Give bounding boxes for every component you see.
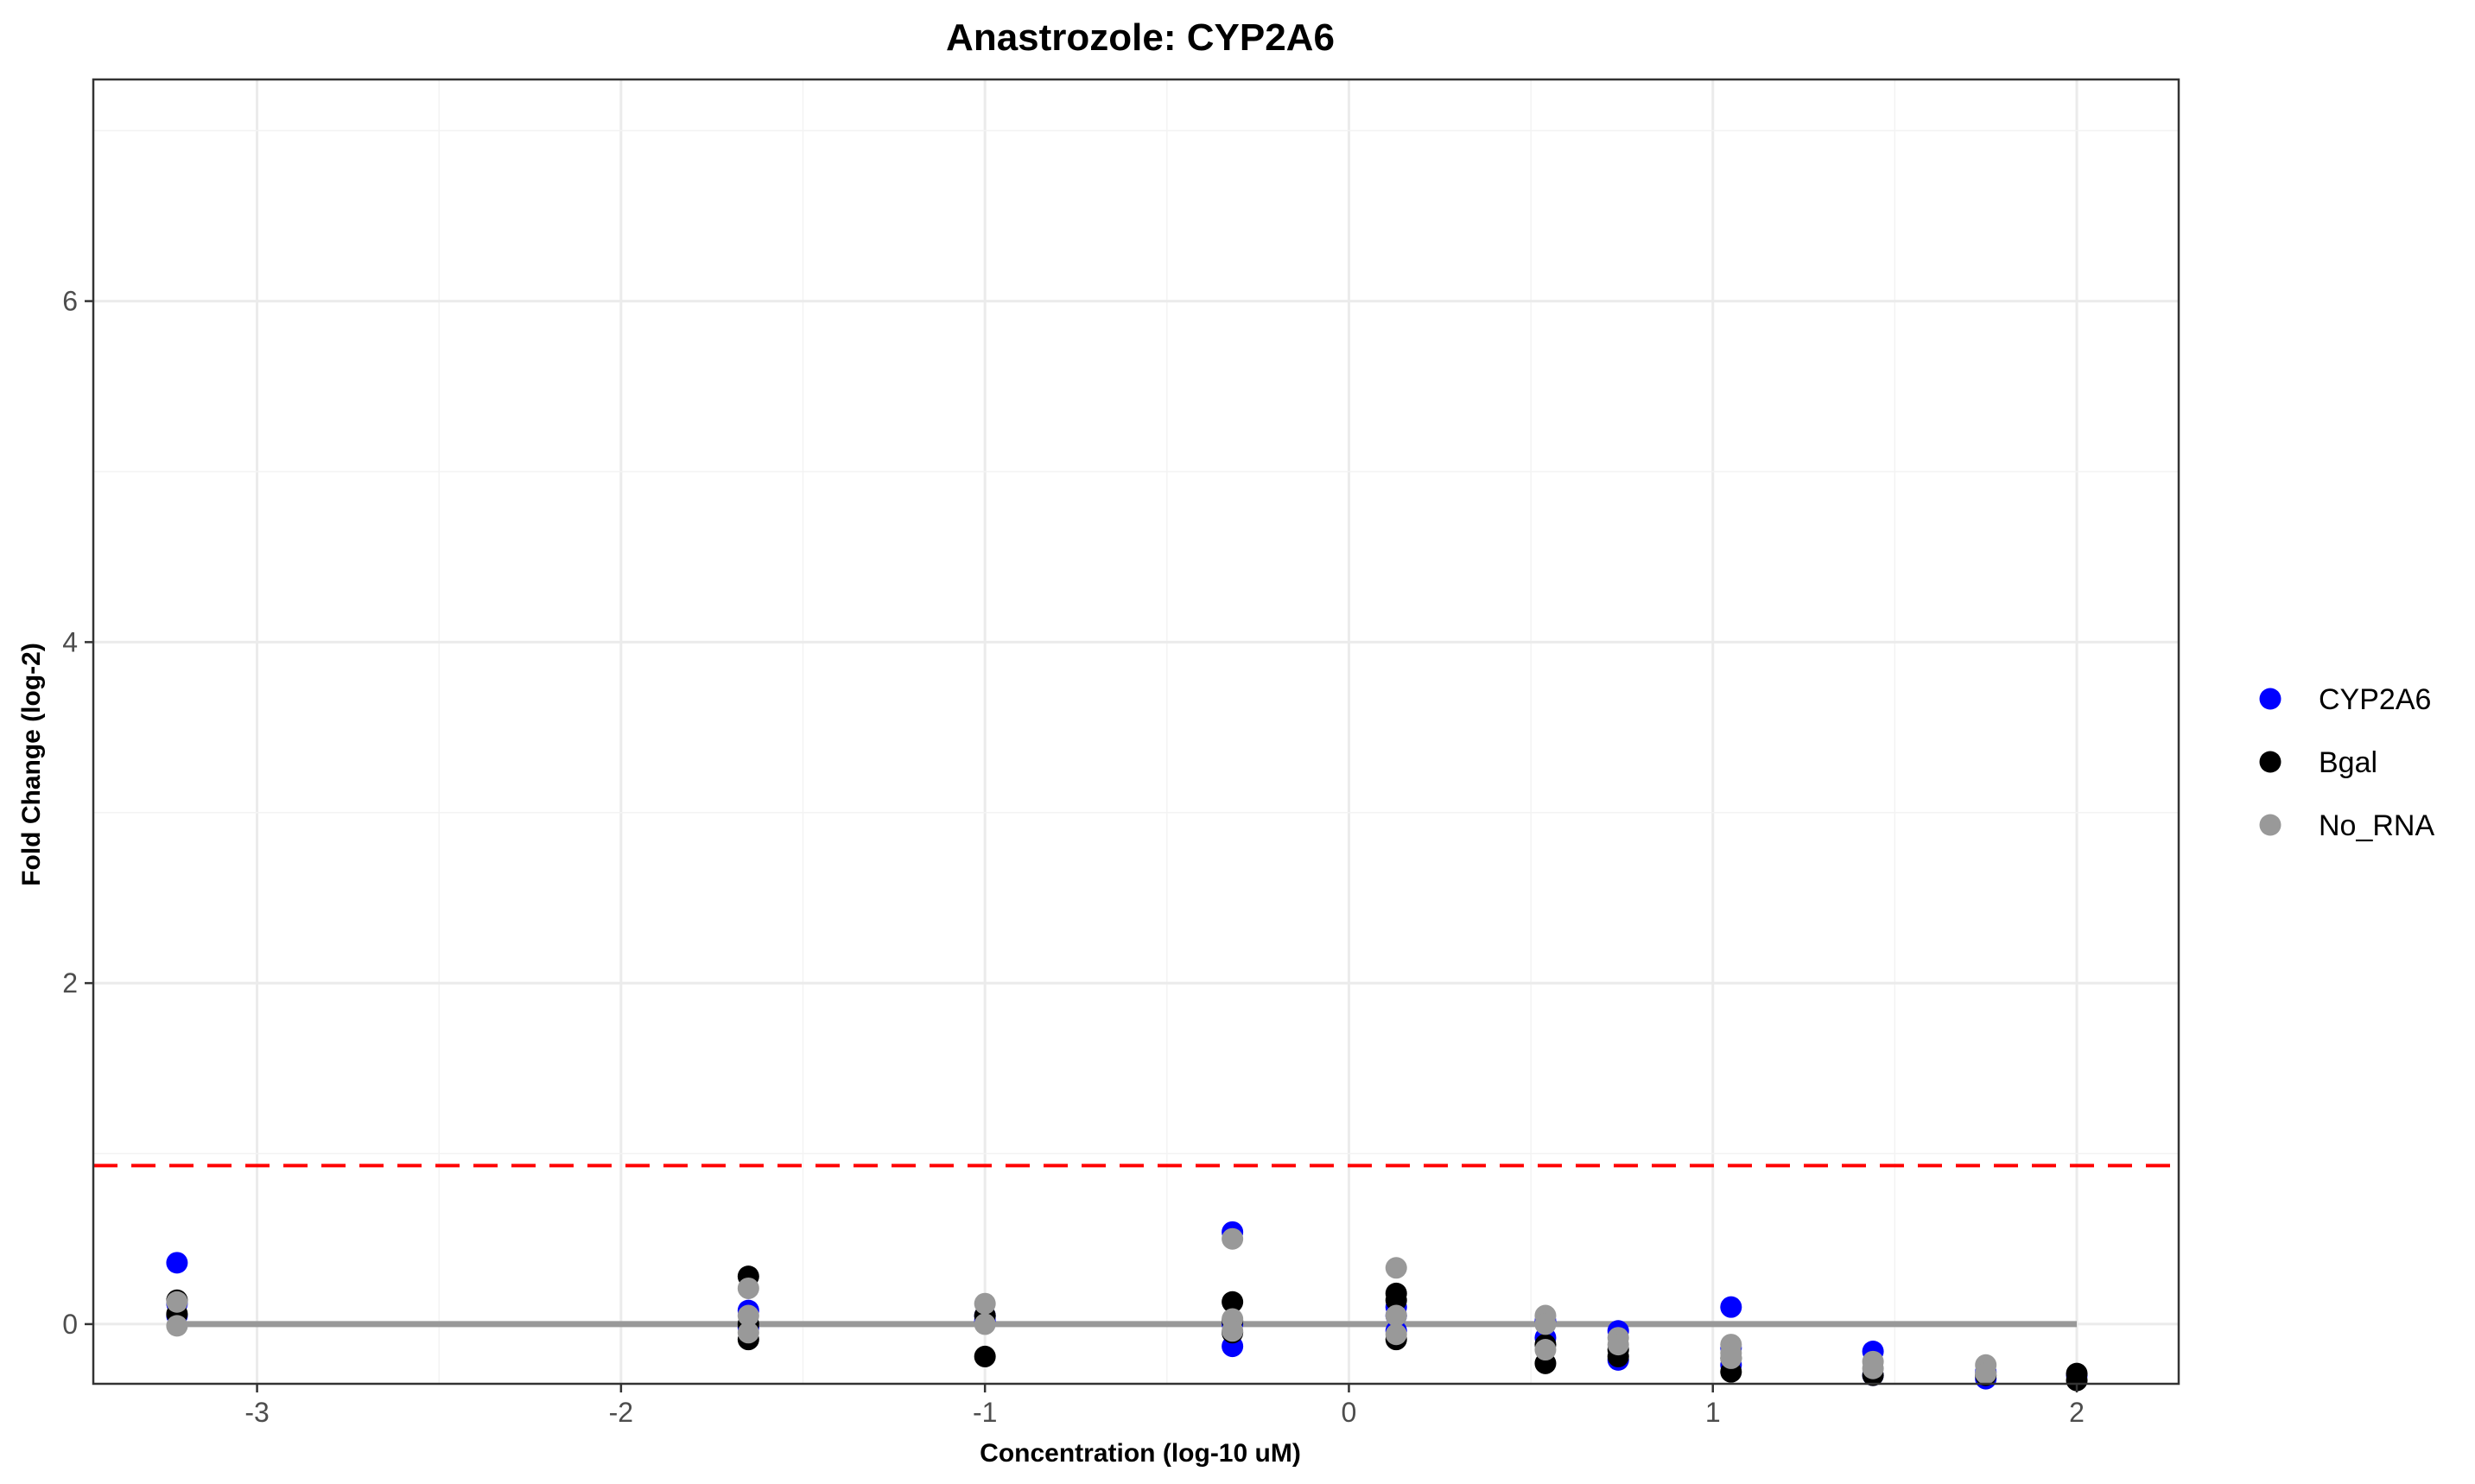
legend-label-no-rna: No_RNA: [2319, 809, 2434, 842]
data-point-no-rna: [737, 1304, 759, 1327]
plot-panel-border: [92, 78, 2180, 1386]
legend-label-bgal: Bgal: [2319, 746, 2377, 779]
data-point-no-rna: [1222, 1320, 1244, 1342]
chart-title: Anastrozole: CYP2A6: [946, 16, 1335, 59]
y-tick-label: 0: [62, 1309, 78, 1340]
data-point-no-rna: [1862, 1357, 1884, 1379]
data-points: [166, 1221, 2088, 1392]
data-point-bgal: [1385, 1289, 1407, 1311]
panel-background: [93, 79, 2179, 1384]
data-point-no-rna: [1534, 1313, 1557, 1335]
data-point-bgal: [2066, 1369, 2088, 1392]
x-axis-title: Concentration (log-10 uM): [980, 1439, 1301, 1468]
data-point-no-rna: [974, 1292, 996, 1315]
data-point-no-rna: [1222, 1227, 1244, 1250]
legend-key-bgal: [2259, 751, 2281, 773]
data-point-no-rna: [1385, 1323, 1407, 1346]
legend-key-cyp2a6: [2259, 688, 2281, 710]
x-tick-label: 2: [2069, 1397, 2085, 1428]
data-point-no-rna: [166, 1291, 188, 1313]
data-point-no-rna: [1975, 1362, 1997, 1385]
x-tick-label: -3: [244, 1397, 269, 1428]
data-point-bgal: [1222, 1291, 1244, 1313]
legend: CYP2A6 Bgal No_RNA: [2259, 683, 2434, 842]
y-tick-label: 6: [62, 286, 78, 317]
data-point-cyp2a6: [1720, 1296, 1742, 1318]
x-tick-label: 0: [1342, 1397, 1357, 1428]
y-tick-label: 4: [62, 626, 78, 657]
data-point-no-rna: [974, 1313, 996, 1335]
y-axis: 0 2 4 6: [62, 286, 93, 1340]
data-point-bgal: [974, 1345, 996, 1367]
x-tick-label: -2: [609, 1397, 633, 1428]
data-point-no-rna: [1385, 1304, 1407, 1327]
legend-label-cyp2a6: CYP2A6: [2319, 683, 2431, 716]
data-point-cyp2a6: [166, 1252, 188, 1274]
data-point-no-rna: [166, 1315, 188, 1337]
x-axis: -3 -2 -1 0 1 2: [244, 1384, 2085, 1428]
data-point-no-rna: [1385, 1257, 1407, 1279]
y-axis-title: Fold Change (log-2): [17, 643, 46, 886]
data-point-no-rna: [1534, 1339, 1557, 1361]
panel-border: [92, 78, 2180, 1386]
plot-panel-background: [93, 79, 2179, 1384]
data-point-no-rna: [737, 1277, 759, 1299]
y-tick-label: 2: [62, 967, 78, 999]
data-point-no-rna: [1720, 1347, 1742, 1369]
data-point-no-rna: [1607, 1334, 1629, 1356]
x-tick-label: 1: [1705, 1397, 1721, 1428]
legend-key-no-rna: [2259, 814, 2281, 836]
data-point-no-rna: [737, 1322, 759, 1344]
x-tick-label: -1: [973, 1397, 997, 1428]
